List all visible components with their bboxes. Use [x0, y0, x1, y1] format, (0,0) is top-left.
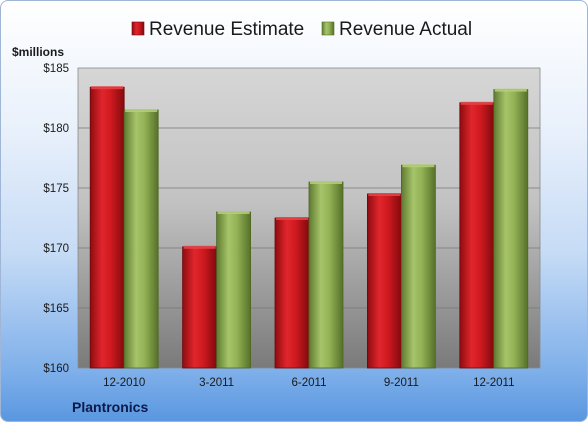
legend: Revenue Estimate Revenue Actual: [131, 19, 472, 40]
bar-estimate-cap: [91, 86, 124, 90]
x-tick-label: 6-2011: [292, 377, 327, 389]
bar-actual: [308, 181, 344, 369]
axis-ticks: $160 $165 $170 $175 $180 $185 12-2010 3-2011 6-2…: [43, 63, 514, 389]
bar-actual-cap: [217, 211, 250, 214]
bar-estimate-cap: [183, 245, 216, 249]
legend-swatch-actual: [321, 21, 335, 36]
bar-estimate-cap: [368, 193, 401, 196]
company-label: Plantronics: [72, 399, 148, 415]
bar-actual: [400, 164, 436, 369]
x-tick-label: 12-2011: [473, 377, 514, 389]
bars: [89, 86, 529, 369]
y-tick-label: $170: [43, 243, 69, 255]
y-tick-label: $160: [43, 363, 69, 375]
legend-swatch-estimate: [131, 21, 145, 36]
legend-label-estimate: Revenue Estimate: [149, 19, 304, 40]
legend-label-actual: Revenue Actual: [339, 19, 472, 40]
bar-estimate: [274, 217, 310, 369]
bar-actual: [493, 89, 529, 369]
x-tick-label: 9-2011: [384, 377, 419, 389]
bar-actual: [123, 109, 159, 369]
x-tick-label: 12-2010: [103, 377, 145, 389]
y-axis-unit-label: $millions: [12, 45, 64, 59]
bar-actual-cap: [125, 109, 158, 112]
bar-estimate-cap: [276, 217, 308, 220]
bar-estimate: [89, 86, 125, 369]
bar-estimate-cap: [460, 101, 493, 105]
bar-estimate: [182, 246, 218, 369]
y-tick-label: $175: [43, 183, 69, 195]
bar-estimate: [366, 193, 402, 369]
bar-actual: [216, 211, 252, 369]
y-tick-label: $165: [43, 303, 69, 315]
y-tick-label: $185: [43, 63, 69, 75]
bar-actual-cap: [494, 88, 527, 92]
y-tick-label: $180: [43, 123, 69, 135]
x-tick-label: 3-2011: [199, 377, 234, 389]
bar-actual-cap: [402, 164, 435, 168]
bar-actual-cap: [310, 181, 342, 184]
bar-estimate: [459, 102, 495, 369]
